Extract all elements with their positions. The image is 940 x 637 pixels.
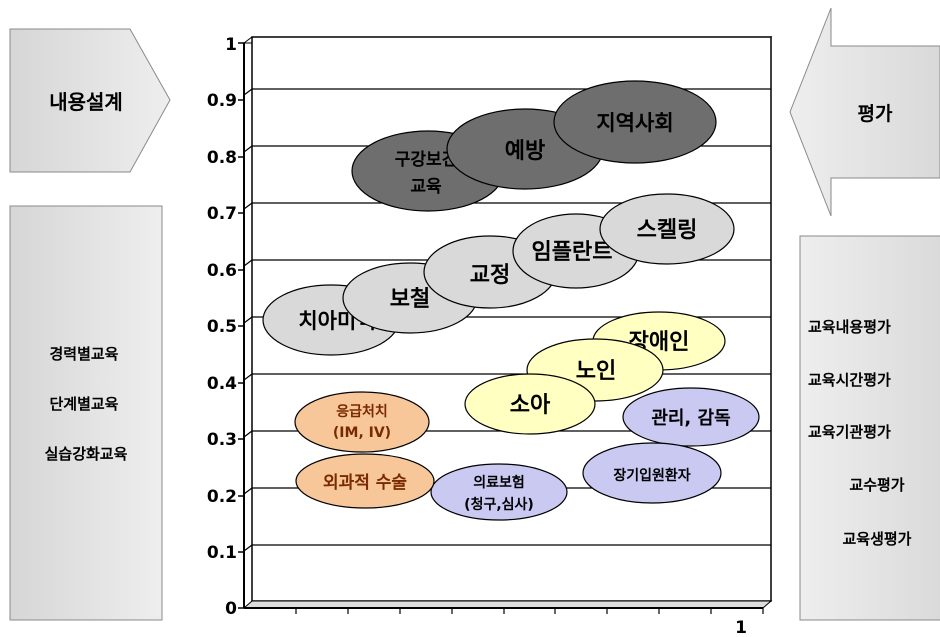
topic-ellipse: 외과적 수술 [295,453,435,509]
topic-label: 의료보험 [473,474,525,491]
design-arrow-label: 내용설계 [49,90,123,114]
y-tick-label: 0.5 [207,317,237,337]
topic-ellipse: 지역사회 [553,80,717,164]
topic-ellipse: 스켈링 [599,193,735,265]
evaluation-item: 교육시간평가 [808,371,891,389]
y-tick-label: 1 [225,35,237,55]
topic-ellipse: 응급처치 (IM, IV) [294,391,430,453]
topic-label: 노인 [576,359,616,384]
topic-ellipse: 관리, 감독 [622,387,760,447]
evaluation-item: 교육생평가 [842,530,911,548]
y-tick-label: 0.7 [207,204,237,224]
topic-label: 교육 [410,177,442,197]
topic-label: 예방 [505,139,545,164]
y-tick-label: 0.3 [207,430,237,450]
y-tick-label: 0.6 [207,261,237,281]
evaluation-item: 교수평가 [849,476,904,494]
y-tick-label: 0.1 [207,543,237,563]
topic-label: 교정 [470,263,510,288]
topic-ellipse: 소아 [464,373,596,435]
topic-label: 소아 [510,393,551,418]
x-end-label: 1 [735,618,747,637]
evaluation-item: 교육내용평가 [808,318,891,336]
topic-label: 지역사회 [596,111,673,135]
topic-label: 임플란트 [532,240,613,265]
topic-label: (청구,심사) [464,497,534,513]
topic-ellipse: 의료보험 (청구,심사) [430,463,568,521]
education-type-item: 실습강화교육 [45,445,128,463]
y-tick-label: 0.2 [207,487,237,507]
y-tick-label: 0 [225,599,237,619]
design-arrow: 내용설계 [9,28,171,173]
y-tick-label: 0.9 [207,91,237,111]
evaluation-item: 교육기관평가 [808,423,891,441]
topic-label: 응급처치 [336,404,388,420]
education-type-panel: 경력별교육 단계별교육 실습강화교육 [9,205,163,621]
topic-label: (IM, IV) [333,425,391,441]
y-tick-label: 0.8 [207,148,237,168]
topic-label: 스켈링 [637,218,698,243]
topic-label: 장기입원환자 [613,467,690,484]
topic-ellipse: 장기입원환자 [582,442,722,504]
y-tick-label: 0.4 [207,374,237,394]
evaluation-arrow-label: 평가 [858,103,893,125]
education-type-item: 경력별교육 [49,345,118,363]
topic-label: 외과적 수술 [323,473,407,493]
topic-label: 구강보건 [395,150,458,170]
topic-ellipses: 구강보건 교육 예방 지역사회 치아미백 보철 교정 임플란트 [262,80,760,521]
evaluation-panel: 교육내용평가 교육시간평가 교육기관평가 교수평가 교육생평가 [799,235,940,621]
education-type-item: 단계별교육 [49,395,118,413]
topic-label: 관리, 감독 [651,408,730,429]
topic-label: 보철 [390,287,430,312]
evaluation-arrow: 평가 [789,7,940,217]
